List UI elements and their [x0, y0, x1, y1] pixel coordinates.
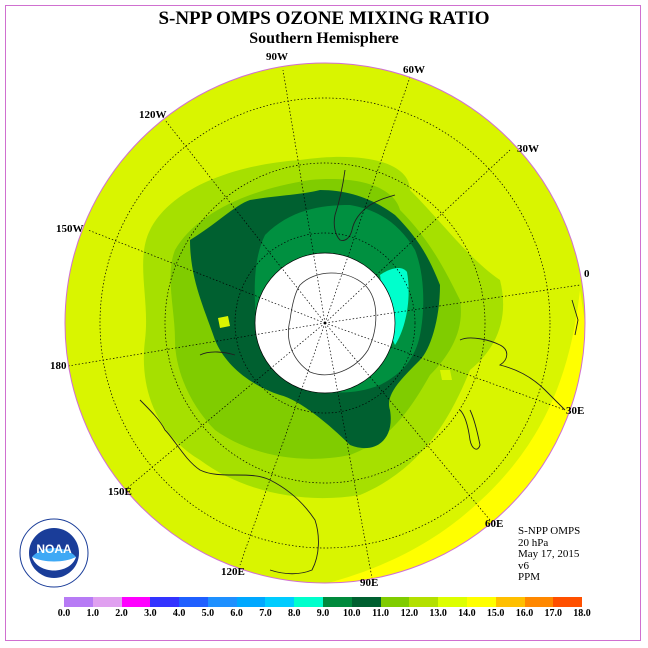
small-patch-2	[440, 370, 452, 380]
colorbar-tick-label: 10.0	[343, 608, 361, 619]
colorbar-tick-label: 7.0	[259, 608, 272, 619]
longitude-label-0: 0	[584, 268, 590, 280]
colorbar-tick-label: 9.0	[316, 608, 330, 619]
map-title: S-NPP OMPS OZONE MIXING RATIO	[158, 8, 490, 29]
colorbar-swatch	[323, 597, 352, 607]
noaa-logo: NOAA	[19, 518, 89, 588]
longitude-label-30e: 30E	[566, 405, 585, 417]
colorbar-tick-label: 6.0	[230, 608, 243, 619]
antarctica-outline	[288, 272, 377, 376]
map-subtitle: Southern Hemisphere	[249, 30, 399, 47]
info-unit: PPM	[518, 571, 541, 583]
colorbar-tick-label: 0.0	[57, 608, 71, 619]
longitude-label-60w: 60W	[403, 64, 425, 76]
info-date: May 17, 2015	[518, 548, 580, 560]
colorbar-swatch	[236, 597, 266, 607]
longitude-label-150w: 150W	[56, 223, 84, 235]
info-level: 20 hPa	[518, 537, 549, 549]
colorbar-swatch	[409, 597, 439, 607]
longitude-label-90e: 90E	[360, 577, 379, 589]
colorbar-swatch	[294, 597, 324, 607]
colorbar-tick-label: 18.0	[573, 608, 591, 619]
colorbar-swatch	[265, 597, 295, 607]
info-instrument: S-NPP OMPS	[518, 525, 581, 537]
colorbar-tick-label: 4.0	[172, 608, 186, 619]
info-version: v6	[518, 560, 529, 572]
colorbar-tick-label: 2.0	[115, 608, 128, 619]
longitude-label-120e: 120E	[221, 566, 245, 578]
colorbar-tick-label: 1.0	[86, 608, 100, 619]
colorbar-swatch	[351, 597, 381, 607]
colorbar-swatch	[207, 597, 237, 607]
colorbar-tick-label: 12.0	[400, 608, 419, 619]
colorbar-swatch	[179, 597, 208, 607]
small-patch-1	[218, 316, 230, 328]
colorbar-swatch	[438, 597, 467, 607]
longitude-label-30w: 30W	[517, 143, 539, 155]
colorbar-swatch	[121, 597, 151, 607]
colorbar-swatch	[92, 597, 122, 607]
high-ratio-patch	[380, 268, 409, 345]
colorbar-swatch	[466, 597, 496, 607]
colorbar	[64, 597, 583, 607]
colorbar-tick-label: 15.0	[486, 608, 505, 619]
map-border	[64, 62, 586, 584]
noaa-logo-text: NOAA	[36, 542, 72, 556]
graticule	[67, 69, 581, 579]
figure-frame	[5, 5, 641, 641]
longitude-label-150e: 150E	[108, 486, 132, 498]
colorbar-tick-label: 11.0	[372, 608, 390, 619]
colorbar-tick-label: 5.0	[201, 608, 215, 619]
colorbar-swatch	[553, 597, 583, 607]
longitude-label-60e: 60E	[485, 518, 504, 530]
colorbar-tick-label: 14.0	[458, 608, 476, 619]
colorbar-ticks: 0.0 1.0 2.0 3.0 4.0 5.0 6.0 7.0 8.0 9.0 10.0 11.0 12…	[0, 608, 648, 622]
longitude-label-180: 180	[50, 360, 67, 372]
yellow-edge-band	[320, 290, 585, 583]
colorbar-swatch	[524, 597, 554, 607]
longitude-label-120w: 120W	[139, 109, 167, 121]
longitude-label-90w: 90W	[266, 51, 288, 63]
colorbar-tick-label: 16.0	[515, 608, 534, 619]
colorbar-tick-label: 13.0	[429, 608, 447, 619]
colorbar-swatch	[64, 597, 93, 607]
colorbar-tick-label: 3.0	[144, 608, 157, 619]
colorbar-swatch	[495, 597, 525, 607]
colorbar-tick-label: 17.0	[544, 608, 562, 619]
colorbar-swatch	[150, 597, 180, 607]
colorbar-swatch	[380, 597, 410, 607]
colorbar-tick-label: 8.0	[287, 608, 301, 619]
